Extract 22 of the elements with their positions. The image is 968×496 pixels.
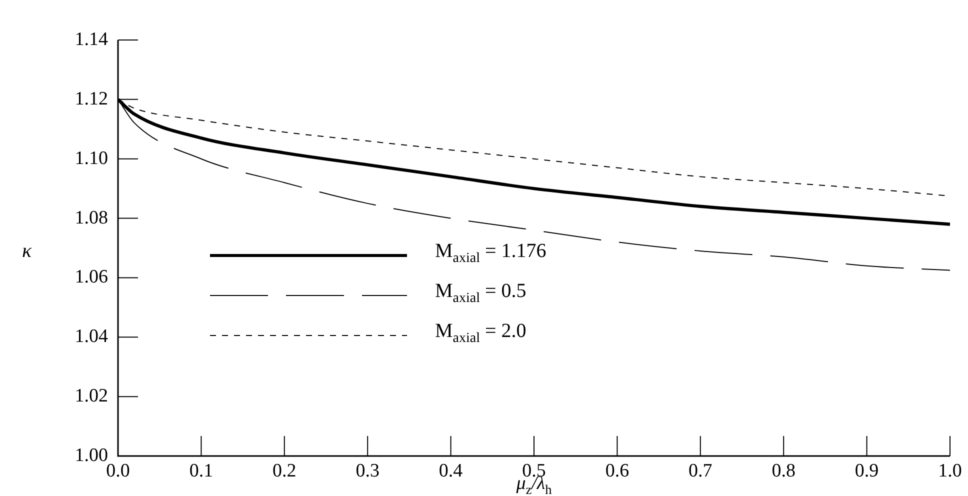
x-tick-label: 0.4 xyxy=(438,460,464,482)
x-tick-label: 0.0 xyxy=(106,460,130,482)
y-tick-label: 1.04 xyxy=(74,326,108,348)
x-tick-label: 0.1 xyxy=(189,460,214,482)
y-axis-title: κ xyxy=(22,240,32,263)
legend-label: M$_{axial}$ = 2.0 xyxy=(435,320,526,348)
x-tick-label: 0.3 xyxy=(356,460,380,482)
x-tick-label: 0.2 xyxy=(272,460,296,482)
legend-label: M$_{axial}$ = 1.176 xyxy=(435,240,546,268)
legend-label: M$_{axial}$ = 0.5 xyxy=(435,280,526,308)
y-tick-label: 1.12 xyxy=(74,88,108,110)
x-tick-label: 0.8 xyxy=(772,460,796,482)
y-tick-label: 1.02 xyxy=(74,386,108,407)
x-tick-label: 0.9 xyxy=(854,460,879,482)
y-tick-label: 1.06 xyxy=(74,266,108,288)
x-tick-label: 1.0 xyxy=(938,460,962,482)
y-tick-label: 1.00 xyxy=(74,444,108,466)
y-tick-label: 1.10 xyxy=(74,148,108,169)
y-tick-label: 1.08 xyxy=(74,207,108,228)
y-tick-label: 1.14 xyxy=(74,28,108,50)
x-tick-label: 0.6 xyxy=(605,460,630,482)
x-tick-label: 0.7 xyxy=(688,460,712,482)
